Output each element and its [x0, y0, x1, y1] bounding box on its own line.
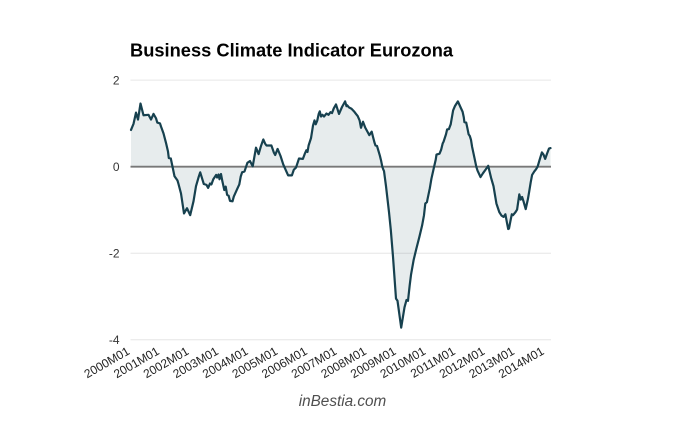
- svg-text:-4: -4: [109, 333, 120, 347]
- svg-text:2: 2: [113, 74, 120, 88]
- svg-text:0: 0: [113, 160, 120, 174]
- svg-text:Business Climate Indicator Eur: Business Climate Indicator Eurozona: [130, 40, 454, 61]
- svg-text:-2: -2: [109, 247, 120, 261]
- svg-text:inBestia.com: inBestia.com: [299, 393, 387, 410]
